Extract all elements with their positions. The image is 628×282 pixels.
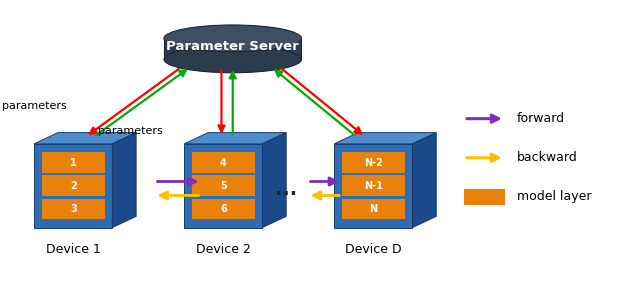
Text: 4: 4 [220,158,227,168]
Text: Device 1: Device 1 [46,243,100,256]
Text: Device 2: Device 2 [196,243,251,256]
Text: 1: 1 [70,158,77,168]
Text: parameters: parameters [2,101,67,111]
Text: 2: 2 [70,181,77,191]
FancyBboxPatch shape [41,199,105,219]
Ellipse shape [164,25,301,52]
Text: N-2: N-2 [364,158,383,168]
Text: model layer: model layer [517,190,592,203]
Text: Parameter Server: Parameter Server [166,40,299,53]
FancyBboxPatch shape [464,189,505,204]
FancyBboxPatch shape [192,175,255,196]
FancyBboxPatch shape [192,199,255,219]
FancyBboxPatch shape [41,152,105,173]
FancyBboxPatch shape [342,199,405,219]
Polygon shape [34,144,112,228]
FancyBboxPatch shape [342,152,405,173]
Polygon shape [263,133,286,228]
Polygon shape [334,133,436,144]
Text: forward: forward [517,112,565,125]
Text: Device D: Device D [345,243,402,256]
Polygon shape [34,133,136,144]
FancyBboxPatch shape [41,175,105,196]
FancyBboxPatch shape [342,175,405,196]
Polygon shape [164,38,301,59]
Text: ...: ... [275,180,297,199]
Text: N: N [369,204,377,214]
Text: backward: backward [517,151,578,164]
Polygon shape [334,144,413,228]
Text: parameters: parameters [99,126,163,136]
Polygon shape [184,133,286,144]
Polygon shape [413,133,436,228]
Text: 6: 6 [220,204,227,214]
Ellipse shape [164,46,301,73]
Text: 3: 3 [70,204,77,214]
Polygon shape [112,133,136,228]
Text: N-1: N-1 [364,181,383,191]
Text: 5: 5 [220,181,227,191]
FancyBboxPatch shape [192,152,255,173]
Polygon shape [184,144,263,228]
